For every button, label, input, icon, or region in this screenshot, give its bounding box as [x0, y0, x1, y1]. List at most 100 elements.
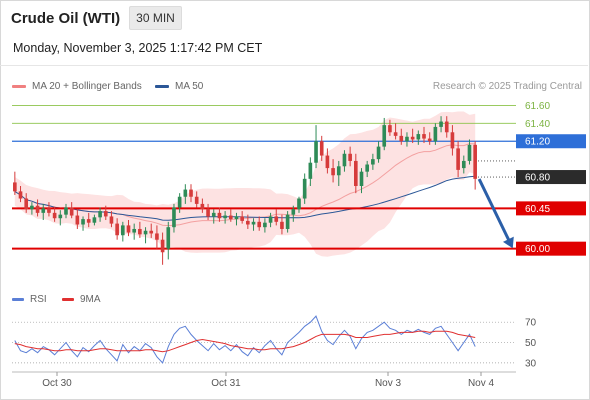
candle-body	[103, 211, 108, 217]
candle-body	[422, 134, 426, 139]
candle-body	[30, 205, 34, 210]
candle	[388, 119, 392, 136]
price-tag-label: 60.00	[525, 244, 550, 255]
ma50-label: MA 50	[175, 81, 204, 92]
rsi-tick-label: 70	[525, 318, 537, 329]
candle	[302, 173, 307, 204]
candle	[456, 141, 460, 178]
candle	[291, 205, 296, 222]
candle-body	[211, 212, 216, 217]
candle-body	[427, 138, 432, 142]
candle-body	[444, 121, 449, 133]
candle-body	[297, 198, 301, 210]
price-tag-bg	[516, 241, 586, 256]
candle	[81, 216, 85, 231]
x-tick-label: Oct 31	[211, 378, 241, 389]
candle-body	[115, 223, 119, 236]
candle	[410, 128, 415, 144]
candle	[41, 203, 46, 221]
projection-arrow-head	[502, 236, 514, 249]
candle	[200, 198, 205, 213]
candle-body	[109, 216, 114, 224]
candle-body	[268, 216, 273, 223]
bollinger-band	[14, 111, 476, 257]
candle	[325, 148, 330, 174]
candle-body	[291, 209, 296, 215]
rsi-tick-label: 50	[525, 338, 537, 349]
candle	[217, 207, 222, 222]
candle	[149, 223, 154, 238]
header: Crude Oil (WTI) 30 MIN	[0, 0, 588, 36]
candle	[280, 214, 284, 235]
candle-body	[302, 178, 307, 199]
candle	[206, 203, 210, 221]
price-tag-bg	[516, 134, 586, 149]
candle	[126, 220, 131, 237]
timeframe-badge[interactable]: 30 MIN	[129, 6, 182, 30]
candle-body	[64, 207, 68, 215]
candle	[155, 225, 159, 249]
candle-body	[371, 159, 375, 165]
candle-body	[166, 227, 171, 249]
candle-body	[410, 136, 415, 140]
candle	[285, 211, 290, 233]
candle-body	[348, 153, 352, 161]
price-label: 61.40	[525, 119, 550, 130]
candle	[52, 206, 57, 222]
candle-body	[393, 132, 398, 136]
candle-body	[416, 134, 421, 140]
candle	[251, 218, 256, 231]
candle	[444, 116, 449, 138]
candle-body	[18, 191, 23, 199]
candle	[24, 193, 29, 213]
candle-body	[331, 168, 335, 176]
price-tag-label: 61.20	[525, 137, 550, 148]
candle-body	[257, 221, 262, 228]
candle	[297, 196, 301, 213]
candle	[172, 203, 176, 233]
candle-body	[52, 212, 57, 219]
ma9-label: 9MA	[80, 294, 101, 305]
candle	[393, 123, 398, 140]
candle-body	[35, 205, 40, 213]
candle	[427, 132, 432, 145]
candle	[399, 128, 404, 145]
candle-body	[473, 144, 477, 179]
candle-body	[217, 212, 222, 219]
candle-body	[376, 146, 381, 160]
candle	[240, 211, 244, 224]
candle	[371, 153, 375, 170]
price-tag-bg	[516, 201, 586, 216]
candle-body	[223, 215, 227, 219]
candle	[86, 212, 91, 228]
candle	[268, 212, 273, 228]
candle	[132, 223, 137, 240]
candle	[47, 202, 51, 217]
candle-body	[75, 215, 80, 225]
timestamp: Monday, November 3, 2025 1:17:42 PM CET	[13, 41, 263, 55]
legend-ma20: MA 20 + Bollinger Bands	[12, 81, 142, 92]
candle	[92, 214, 97, 226]
candle-body	[405, 136, 409, 142]
candle	[359, 168, 364, 194]
candle-body	[98, 211, 102, 218]
candle-body	[285, 214, 290, 229]
candle	[336, 160, 341, 186]
candle-body	[138, 228, 142, 235]
candle	[246, 214, 250, 229]
candle	[138, 221, 142, 238]
candle-body	[439, 121, 443, 127]
candle-body	[314, 141, 318, 163]
x-tick-label: Nov 3	[375, 378, 402, 389]
candle-body	[120, 225, 125, 236]
candle	[314, 125, 318, 169]
candle	[365, 160, 370, 178]
candle	[143, 227, 148, 244]
candle	[160, 232, 165, 265]
candle	[467, 139, 472, 165]
candle	[473, 141, 477, 190]
candle	[13, 171, 17, 195]
candle	[348, 146, 352, 167]
candle-body	[319, 141, 324, 156]
candle	[439, 116, 443, 133]
